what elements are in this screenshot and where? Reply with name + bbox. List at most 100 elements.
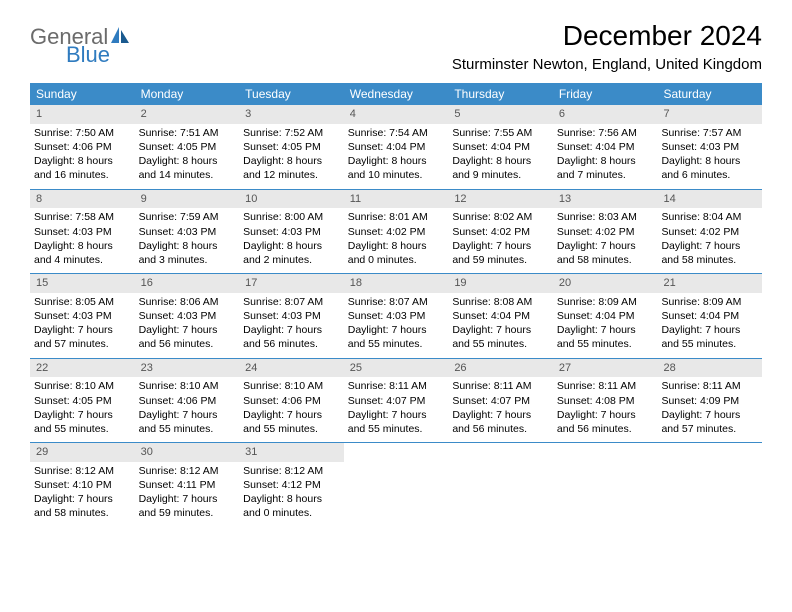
day-number: 2 bbox=[135, 105, 240, 124]
day-cell: 18Sunrise: 8:07 AMSunset: 4:03 PMDayligh… bbox=[344, 274, 449, 358]
sunrise-text: Sunrise: 8:05 AM bbox=[34, 295, 131, 309]
day-cell: 1Sunrise: 7:50 AMSunset: 4:06 PMDaylight… bbox=[30, 105, 135, 189]
daylight-text: Daylight: 8 hours and 0 minutes. bbox=[348, 239, 445, 267]
day-content: Sunrise: 8:11 AMSunset: 4:07 PMDaylight:… bbox=[344, 377, 449, 442]
day-content: Sunrise: 8:03 AMSunset: 4:02 PMDaylight:… bbox=[553, 208, 658, 273]
day-cell: 13Sunrise: 8:03 AMSunset: 4:02 PMDayligh… bbox=[553, 190, 658, 274]
daylight-text: Daylight: 7 hours and 57 minutes. bbox=[661, 408, 758, 436]
sunset-text: Sunset: 4:07 PM bbox=[452, 394, 549, 408]
logo: General Blue bbox=[30, 26, 130, 66]
day-content: Sunrise: 8:12 AMSunset: 4:12 PMDaylight:… bbox=[239, 462, 344, 527]
day-content: Sunrise: 8:09 AMSunset: 4:04 PMDaylight:… bbox=[553, 293, 658, 358]
daylight-text: Daylight: 8 hours and 16 minutes. bbox=[34, 154, 131, 182]
day-number: 20 bbox=[553, 274, 658, 293]
daylight-text: Daylight: 7 hours and 59 minutes. bbox=[139, 492, 236, 520]
sunset-text: Sunset: 4:03 PM bbox=[243, 309, 340, 323]
sunrise-text: Sunrise: 8:11 AM bbox=[452, 379, 549, 393]
daylight-text: Daylight: 8 hours and 12 minutes. bbox=[243, 154, 340, 182]
sunrise-text: Sunrise: 8:07 AM bbox=[348, 295, 445, 309]
day-cell: 25Sunrise: 8:11 AMSunset: 4:07 PMDayligh… bbox=[344, 359, 449, 443]
day-number: 1 bbox=[30, 105, 135, 124]
sunrise-text: Sunrise: 7:56 AM bbox=[557, 126, 654, 140]
daylight-text: Daylight: 7 hours and 55 minutes. bbox=[348, 323, 445, 351]
day-cell: 30Sunrise: 8:12 AMSunset: 4:11 PMDayligh… bbox=[135, 443, 240, 527]
day-content: Sunrise: 7:54 AMSunset: 4:04 PMDaylight:… bbox=[344, 124, 449, 189]
day-number: 16 bbox=[135, 274, 240, 293]
weekday-header: Friday bbox=[553, 83, 658, 105]
sunset-text: Sunset: 4:03 PM bbox=[661, 140, 758, 154]
day-cell: 26Sunrise: 8:11 AMSunset: 4:07 PMDayligh… bbox=[448, 359, 553, 443]
day-content: Sunrise: 8:10 AMSunset: 4:06 PMDaylight:… bbox=[239, 377, 344, 442]
day-number: 26 bbox=[448, 359, 553, 378]
day-cell: 7Sunrise: 7:57 AMSunset: 4:03 PMDaylight… bbox=[657, 105, 762, 189]
sunrise-text: Sunrise: 8:10 AM bbox=[34, 379, 131, 393]
day-number: 21 bbox=[657, 274, 762, 293]
day-cell bbox=[657, 443, 762, 527]
page-header: General Blue December 2024 Sturminster N… bbox=[30, 20, 762, 73]
day-cell: 5Sunrise: 7:55 AMSunset: 4:04 PMDaylight… bbox=[448, 105, 553, 189]
sunset-text: Sunset: 4:09 PM bbox=[661, 394, 758, 408]
sunrise-text: Sunrise: 7:52 AM bbox=[243, 126, 340, 140]
weekday-header: Wednesday bbox=[344, 83, 449, 105]
daylight-text: Daylight: 7 hours and 58 minutes. bbox=[557, 239, 654, 267]
sunset-text: Sunset: 4:03 PM bbox=[139, 309, 236, 323]
daylight-text: Daylight: 7 hours and 56 minutes. bbox=[139, 323, 236, 351]
sunset-text: Sunset: 4:03 PM bbox=[243, 225, 340, 239]
day-content: Sunrise: 8:10 AMSunset: 4:06 PMDaylight:… bbox=[135, 377, 240, 442]
sunset-text: Sunset: 4:04 PM bbox=[557, 309, 654, 323]
day-content: Sunrise: 8:02 AMSunset: 4:02 PMDaylight:… bbox=[448, 208, 553, 273]
day-cell: 14Sunrise: 8:04 AMSunset: 4:02 PMDayligh… bbox=[657, 190, 762, 274]
day-content: Sunrise: 8:12 AMSunset: 4:11 PMDaylight:… bbox=[135, 462, 240, 527]
day-content: Sunrise: 7:52 AMSunset: 4:05 PMDaylight:… bbox=[239, 124, 344, 189]
sunrise-text: Sunrise: 8:12 AM bbox=[243, 464, 340, 478]
day-cell: 31Sunrise: 8:12 AMSunset: 4:12 PMDayligh… bbox=[239, 443, 344, 527]
day-content: Sunrise: 7:57 AMSunset: 4:03 PMDaylight:… bbox=[657, 124, 762, 189]
sunset-text: Sunset: 4:03 PM bbox=[139, 225, 236, 239]
sunrise-text: Sunrise: 8:11 AM bbox=[661, 379, 758, 393]
day-number: 7 bbox=[657, 105, 762, 124]
sunrise-text: Sunrise: 8:11 AM bbox=[348, 379, 445, 393]
sunrise-text: Sunrise: 8:09 AM bbox=[557, 295, 654, 309]
day-content: Sunrise: 8:11 AMSunset: 4:08 PMDaylight:… bbox=[553, 377, 658, 442]
daylight-text: Daylight: 8 hours and 9 minutes. bbox=[452, 154, 549, 182]
sunrise-text: Sunrise: 8:00 AM bbox=[243, 210, 340, 224]
sunrise-text: Sunrise: 7:57 AM bbox=[661, 126, 758, 140]
daylight-text: Daylight: 7 hours and 55 minutes. bbox=[34, 408, 131, 436]
day-number: 24 bbox=[239, 359, 344, 378]
day-cell: 27Sunrise: 8:11 AMSunset: 4:08 PMDayligh… bbox=[553, 359, 658, 443]
day-content: Sunrise: 7:55 AMSunset: 4:04 PMDaylight:… bbox=[448, 124, 553, 189]
sunset-text: Sunset: 4:04 PM bbox=[661, 309, 758, 323]
weekday-header: Tuesday bbox=[239, 83, 344, 105]
day-cell: 9Sunrise: 7:59 AMSunset: 4:03 PMDaylight… bbox=[135, 190, 240, 274]
day-content: Sunrise: 8:07 AMSunset: 4:03 PMDaylight:… bbox=[239, 293, 344, 358]
daylight-text: Daylight: 7 hours and 59 minutes. bbox=[452, 239, 549, 267]
sunset-text: Sunset: 4:05 PM bbox=[139, 140, 236, 154]
day-content: Sunrise: 7:51 AMSunset: 4:05 PMDaylight:… bbox=[135, 124, 240, 189]
day-cell: 6Sunrise: 7:56 AMSunset: 4:04 PMDaylight… bbox=[553, 105, 658, 189]
day-number: 29 bbox=[30, 443, 135, 462]
title-block: December 2024 Sturminster Newton, Englan… bbox=[452, 20, 762, 73]
day-cell: 12Sunrise: 8:02 AMSunset: 4:02 PMDayligh… bbox=[448, 190, 553, 274]
day-cell: 29Sunrise: 8:12 AMSunset: 4:10 PMDayligh… bbox=[30, 443, 135, 527]
sunrise-text: Sunrise: 8:04 AM bbox=[661, 210, 758, 224]
sunset-text: Sunset: 4:03 PM bbox=[34, 225, 131, 239]
calendar-body: 1Sunrise: 7:50 AMSunset: 4:06 PMDaylight… bbox=[30, 105, 762, 527]
daylight-text: Daylight: 8 hours and 14 minutes. bbox=[139, 154, 236, 182]
day-number: 31 bbox=[239, 443, 344, 462]
day-number: 11 bbox=[344, 190, 449, 209]
sunrise-text: Sunrise: 8:11 AM bbox=[557, 379, 654, 393]
day-cell: 28Sunrise: 8:11 AMSunset: 4:09 PMDayligh… bbox=[657, 359, 762, 443]
daylight-text: Daylight: 7 hours and 55 minutes. bbox=[243, 408, 340, 436]
daylight-text: Daylight: 8 hours and 6 minutes. bbox=[661, 154, 758, 182]
sunset-text: Sunset: 4:07 PM bbox=[348, 394, 445, 408]
sunset-text: Sunset: 4:04 PM bbox=[557, 140, 654, 154]
sunrise-text: Sunrise: 8:02 AM bbox=[452, 210, 549, 224]
day-number: 13 bbox=[553, 190, 658, 209]
sunset-text: Sunset: 4:05 PM bbox=[34, 394, 131, 408]
daylight-text: Daylight: 8 hours and 0 minutes. bbox=[243, 492, 340, 520]
weekday-header: Sunday bbox=[30, 83, 135, 105]
sunrise-text: Sunrise: 7:55 AM bbox=[452, 126, 549, 140]
week-row: 8Sunrise: 7:58 AMSunset: 4:03 PMDaylight… bbox=[30, 190, 762, 275]
daylight-text: Daylight: 7 hours and 55 minutes. bbox=[348, 408, 445, 436]
day-content: Sunrise: 8:10 AMSunset: 4:05 PMDaylight:… bbox=[30, 377, 135, 442]
